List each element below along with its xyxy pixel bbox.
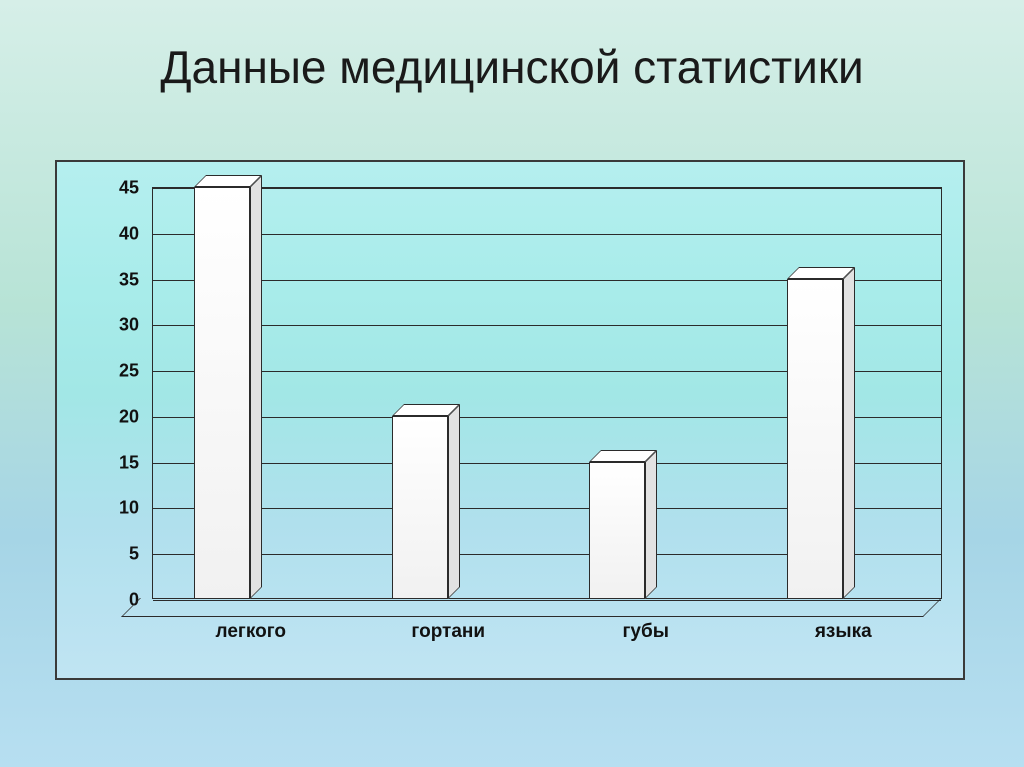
y-tick-label: 5 — [129, 544, 139, 565]
y-tick-label: 35 — [119, 269, 139, 290]
bar-front — [787, 279, 843, 599]
bar-slot: легкого — [152, 187, 350, 599]
bar — [392, 416, 448, 599]
bar-front — [392, 416, 448, 599]
floor — [121, 598, 942, 617]
plot-area: 051015202530354045 легкогогортанигубыязы… — [152, 187, 942, 617]
bar — [589, 462, 645, 599]
bar — [787, 279, 843, 599]
bar-top — [787, 267, 855, 279]
bar-side — [843, 267, 855, 599]
bar-side — [448, 404, 460, 599]
x-category-label: легкого — [216, 621, 286, 643]
bar-top — [392, 404, 460, 416]
y-tick-label: 20 — [119, 406, 139, 427]
bar-slot: гортани — [350, 187, 548, 599]
bar-side — [645, 450, 657, 599]
bar-side — [250, 175, 262, 599]
x-category-label: губы — [623, 621, 669, 643]
x-category-label: гортани — [411, 621, 485, 643]
x-category-label: языка — [815, 621, 872, 643]
bar-slot: губы — [547, 187, 745, 599]
slide-title: Данные медицинской статистики — [0, 40, 1024, 94]
y-tick-label: 40 — [119, 223, 139, 244]
y-tick-label: 25 — [119, 361, 139, 382]
bars-layer: легкогогортанигубыязыка — [152, 187, 942, 599]
bar — [194, 187, 250, 599]
y-tick-label: 45 — [119, 178, 139, 199]
bar-slot: языка — [745, 187, 943, 599]
chart-card: 051015202530354045 легкогогортанигубыязы… — [55, 160, 965, 680]
bar-front — [194, 187, 250, 599]
y-tick-label: 10 — [119, 498, 139, 519]
slide: Данные медицинской статистики 0510152025… — [0, 0, 1024, 767]
y-tick-label: 15 — [119, 452, 139, 473]
y-tick-label: 30 — [119, 315, 139, 336]
bar-front — [589, 462, 645, 599]
